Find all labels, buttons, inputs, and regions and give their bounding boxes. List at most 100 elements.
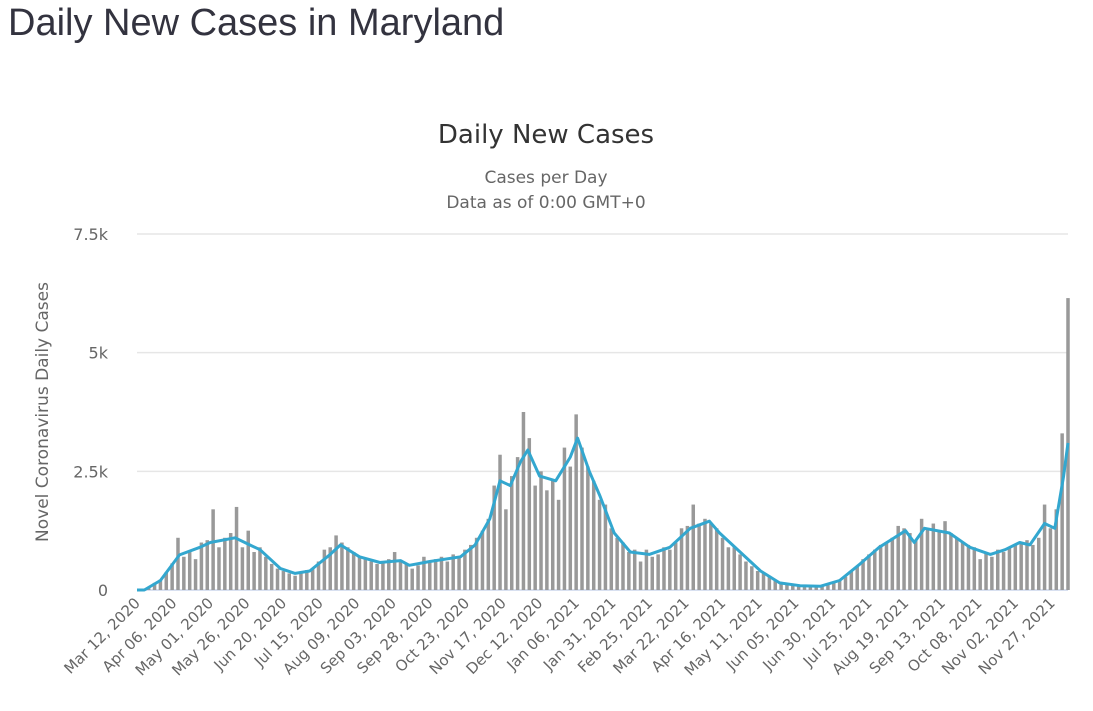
chart-subtitle-1: Cases per Day bbox=[484, 168, 607, 188]
daily-cases-bar bbox=[755, 571, 760, 590]
daily-cases-bar bbox=[673, 542, 678, 590]
daily-cases-bar bbox=[580, 447, 584, 590]
daily-cases-bar bbox=[820, 585, 824, 590]
daily-cases-bar bbox=[328, 547, 332, 590]
daily-cases-bar bbox=[240, 547, 245, 590]
daily-cases-bar bbox=[843, 576, 848, 590]
daily-cases-bar bbox=[527, 438, 532, 590]
daily-cases-bar bbox=[919, 518, 924, 590]
daily-cases-bar bbox=[152, 582, 157, 590]
daily-cases-bar bbox=[744, 561, 748, 590]
daily-cases-bar bbox=[867, 554, 871, 590]
daily-cases-bar bbox=[392, 552, 397, 590]
daily-cases-bar bbox=[662, 547, 666, 590]
daily-cases-bar bbox=[591, 480, 596, 590]
daily-cases-bar bbox=[966, 544, 971, 590]
daily-cases-bar bbox=[316, 561, 321, 590]
daily-cases-bar bbox=[738, 554, 742, 590]
daily-cases-bar bbox=[205, 540, 210, 590]
daily-cases-bar bbox=[796, 585, 801, 590]
daily-cases-bar bbox=[914, 540, 918, 590]
daily-cases-bar bbox=[767, 575, 772, 590]
daily-cases-bar bbox=[357, 556, 362, 590]
daily-cases-bar bbox=[832, 582, 836, 590]
daily-cases-bar bbox=[714, 528, 719, 590]
daily-cases-bar bbox=[463, 549, 467, 590]
daily-cases-bar bbox=[685, 525, 690, 590]
daily-cases-bar bbox=[732, 547, 736, 590]
daily-cases-bar bbox=[187, 552, 192, 590]
page-title: Daily New Cases in Maryland bbox=[8, 2, 505, 44]
daily-cases-bar bbox=[299, 571, 303, 590]
daily-cases-bar bbox=[597, 499, 602, 590]
daily-cases-bar bbox=[697, 523, 701, 590]
daily-cases-bar bbox=[281, 571, 286, 590]
daily-cases-bar bbox=[545, 490, 549, 590]
daily-cases-bar bbox=[252, 552, 256, 590]
daily-cases-bar bbox=[679, 528, 684, 590]
daily-cases-bar bbox=[773, 580, 777, 590]
daily-cases-bar bbox=[515, 457, 520, 590]
daily-cases-bar bbox=[908, 533, 912, 590]
daily-cases-bar bbox=[1042, 504, 1047, 590]
daily-cases-bar bbox=[182, 556, 186, 590]
daily-cases-bar bbox=[556, 499, 561, 590]
daily-cases-bar bbox=[761, 573, 766, 590]
daily-cases-bar bbox=[627, 552, 631, 590]
daily-cases-bar bbox=[223, 537, 227, 590]
daily-cases-bar bbox=[668, 549, 672, 590]
y-tick-label: 5k bbox=[89, 344, 109, 363]
daily-cases-bar bbox=[609, 528, 614, 590]
chart-title: Daily New Cases bbox=[438, 120, 654, 150]
daily-cases-bar bbox=[199, 542, 204, 590]
daily-cases-bar bbox=[410, 568, 414, 590]
daily-cases-bar bbox=[234, 506, 239, 590]
daily-cases-bar bbox=[176, 537, 180, 590]
daily-cases-bar bbox=[1054, 509, 1059, 590]
daily-cases-bar bbox=[158, 579, 163, 590]
daily-cases-bar bbox=[457, 556, 461, 590]
daily-cases-bar bbox=[978, 559, 982, 590]
daily-cases-bar bbox=[486, 518, 491, 590]
daily-cases-bar bbox=[949, 533, 953, 590]
daily-cases-bar bbox=[1031, 544, 1035, 590]
daily-cases-bar bbox=[550, 480, 555, 590]
daily-cases-bar bbox=[275, 568, 280, 590]
daily-cases-bar bbox=[855, 566, 859, 590]
daily-cases-bar bbox=[562, 447, 567, 590]
daily-cases-bar bbox=[1019, 542, 1023, 590]
daily-cases-bar bbox=[937, 530, 941, 590]
daily-cases-bar bbox=[808, 586, 813, 590]
daily-cases-bar bbox=[861, 559, 865, 590]
daily-cases-bar bbox=[492, 485, 496, 590]
daily-cases-bar bbox=[568, 466, 573, 590]
y-tick-label: 7.5k bbox=[73, 225, 108, 244]
daily-cases-bar bbox=[433, 559, 438, 590]
daily-cases-bar bbox=[925, 528, 930, 590]
daily-cases-bar bbox=[990, 556, 994, 590]
chart-subtitle-2: Data as of 0:00 GMT+0 bbox=[446, 193, 645, 213]
daily-cases-bar bbox=[574, 414, 578, 590]
daily-cases-bar bbox=[984, 552, 988, 590]
daily-cases-bar bbox=[802, 586, 807, 590]
daily-cases-bar bbox=[217, 547, 221, 590]
daily-cases-bar bbox=[228, 533, 233, 590]
daily-cases-bar bbox=[691, 504, 696, 590]
daily-cases-bar bbox=[1001, 552, 1006, 590]
y-axis-label: Novel Coronavirus Daily Cases bbox=[33, 282, 53, 542]
daily-cases-bar bbox=[1060, 433, 1064, 590]
daily-cases-bar bbox=[480, 530, 485, 590]
daily-cases-bar bbox=[533, 485, 537, 590]
daily-cases-bar bbox=[849, 571, 854, 590]
moving-average-line bbox=[137, 436, 1070, 592]
daily-cases-bar bbox=[164, 571, 169, 590]
y-tick-label: 0 bbox=[98, 581, 108, 600]
daily-cases-bar bbox=[428, 561, 432, 590]
daily-cases-bar bbox=[369, 561, 373, 590]
daily-cases-bar bbox=[363, 559, 368, 590]
daily-cases-bar bbox=[650, 556, 655, 590]
daily-cases-bar bbox=[878, 544, 883, 590]
daily-cases-bar bbox=[955, 537, 959, 590]
daily-cases-bar bbox=[445, 561, 450, 590]
daily-cases-bar bbox=[322, 549, 327, 590]
